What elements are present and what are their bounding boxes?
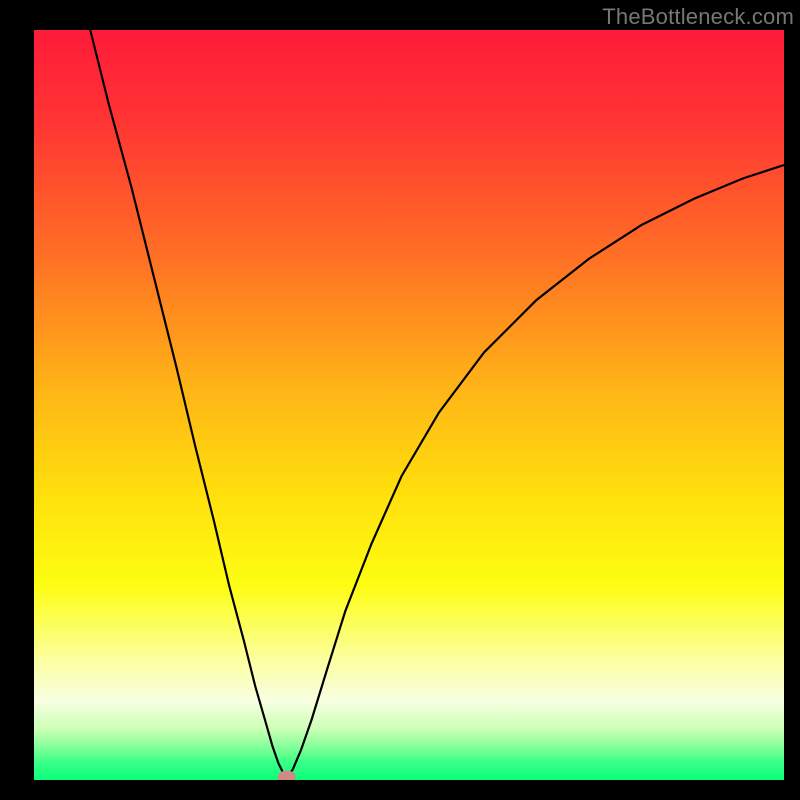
- watermark-text: TheBottleneck.com: [602, 4, 794, 30]
- bottleneck-curve: [90, 30, 784, 777]
- curve-svg: [34, 30, 784, 780]
- chart-container: { "watermark": { "text": "TheBottleneck.…: [0, 0, 800, 800]
- min-point-marker: [278, 771, 296, 780]
- plot-area: [34, 30, 784, 780]
